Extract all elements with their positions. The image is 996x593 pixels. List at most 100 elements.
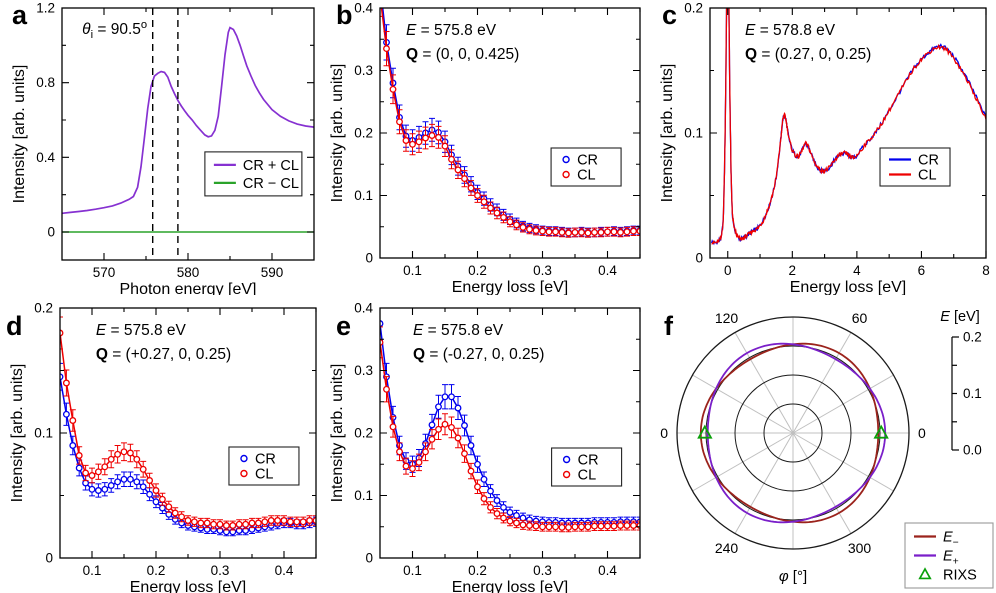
svg-text:300: 300 — [848, 540, 872, 556]
svg-text:0.3: 0.3 — [354, 63, 373, 78]
svg-text:Q = (0.27, 0, 0.25): Q = (0.27, 0, 0.25) — [745, 46, 871, 63]
svg-text:0.1: 0.1 — [34, 426, 53, 441]
svg-text:0.4: 0.4 — [275, 563, 294, 578]
svg-text:Energy loss [eV]: Energy loss [eV] — [790, 279, 907, 295]
svg-text:E = 575.8 eV: E = 575.8 eV — [96, 322, 187, 339]
svg-text:Intensity [arb. units]: Intensity [arb. units] — [330, 364, 346, 503]
chart-c-rixs-spectrum: 0 2 4 6 8 0 0.1 0.2 Energy loss [eV] Intensity [a… — [660, 1, 990, 296]
svg-text:CL: CL — [577, 168, 596, 184]
svg-text:E = 575.8 eV: E = 575.8 eV — [406, 22, 497, 39]
svg-text:RIXS: RIXS — [943, 568, 977, 584]
svg-text:0.2: 0.2 — [468, 563, 487, 578]
series-line-CL — [380, 342, 640, 529]
svg-text:0.2: 0.2 — [684, 1, 703, 16]
svg-text:180: 180 — [660, 425, 668, 441]
svg-text:0.4: 0.4 — [354, 1, 373, 16]
ticks — [62, 7, 314, 260]
axes-frame — [61, 7, 315, 261]
chart-b-rixs-spectrum: 0.1 0.2 0.3 0.4 0 0.1 0.2 0.3 0.4 Energy loss [eV… — [330, 1, 641, 295]
svg-text:0: 0 — [365, 551, 373, 566]
svg-text:Intensity [arb. units]: Intensity [arb. units] — [660, 64, 676, 203]
svg-text:Intensity [arb. units]: Intensity [arb. units] — [9, 364, 26, 503]
svg-text:CL: CL — [578, 468, 597, 484]
svg-text:CR: CR — [577, 153, 598, 169]
radial-scalebar — [951, 336, 959, 451]
panel-d: 0.1 0.2 0.3 0.4 0 0.1 0.2 Energy loss [eV] Inten… — [0, 295, 330, 593]
polar-grid — [676, 316, 910, 550]
svg-text:Photon energy [eV]: Photon energy [eV] — [120, 281, 257, 295]
svg-text:CL: CL — [255, 467, 274, 483]
svg-text:0.1: 0.1 — [354, 488, 373, 503]
svg-text:0.3: 0.3 — [533, 563, 552, 578]
svg-text:CR + CL: CR + CL — [243, 158, 299, 174]
panel-letter-b: b — [336, 0, 353, 30]
svg-text:60: 60 — [852, 310, 868, 326]
ticks — [380, 7, 641, 259]
panel-letter-a: a — [12, 0, 28, 30]
svg-text:0: 0 — [695, 251, 703, 266]
svg-text:0: 0 — [724, 263, 732, 278]
svg-text:Energy loss [eV]: Energy loss [eV] — [452, 279, 569, 295]
chart-a-xas-spectrum: 570 580 590 0 0.4 0.8 1.2 Photon energy [eV] Int… — [11, 1, 315, 295]
svg-text:Q = (-0.27, 0, 0.25): Q = (-0.27, 0, 0.25) — [413, 346, 544, 363]
series-line-CL — [711, 8, 986, 245]
panel-b: 0.1 0.2 0.3 0.4 0 0.1 0.2 0.3 0.4 Energy loss [eV… — [330, 0, 660, 295]
svg-text:0: 0 — [918, 425, 926, 441]
svg-text:570: 570 — [93, 265, 116, 280]
svg-text:0: 0 — [45, 551, 53, 566]
svg-text:θi = 90.5o: θi = 90.5o — [82, 19, 147, 41]
svg-text:E = 575.8 eV: E = 575.8 eV — [413, 322, 504, 339]
svg-text:0.4: 0.4 — [598, 563, 617, 578]
plot-area-a — [62, 26, 314, 233]
svg-text:E = 578.8 eV: E = 578.8 eV — [745, 22, 836, 39]
svg-text:0.2: 0.2 — [468, 263, 487, 278]
series-line-CR + CL — [62, 26, 314, 215]
svg-text:580: 580 — [177, 265, 200, 280]
svg-text:CR − CL: CR − CL — [243, 176, 299, 192]
svg-text:0.2: 0.2 — [34, 301, 53, 316]
svg-text:590: 590 — [261, 265, 284, 280]
svg-text:0.3: 0.3 — [354, 363, 373, 378]
svg-text:6: 6 — [918, 263, 926, 278]
svg-text:Energy loss [eV]: Energy loss [eV] — [452, 579, 569, 593]
plot-area-e — [380, 308, 640, 533]
rixs-marker-triangle — [697, 424, 713, 439]
plot-area-c — [710, 8, 986, 246]
panel-letter-d: d — [6, 311, 23, 341]
svg-text:4: 4 — [853, 263, 861, 278]
svg-text:Q = (0, 0, 0.425): Q = (0, 0, 0.425) — [406, 46, 519, 63]
panel-a: 570 580 590 0 0.4 0.8 1.2 Photon energy [eV] Int… — [0, 0, 330, 295]
svg-text:φ [°]: φ [°] — [779, 568, 807, 585]
svg-text:1.2: 1.2 — [36, 1, 55, 16]
svg-text:CR: CR — [578, 453, 599, 469]
svg-text:0.1: 0.1 — [403, 563, 422, 578]
ticks — [710, 7, 987, 259]
svg-text:0.2: 0.2 — [354, 126, 373, 141]
plot-area-b — [380, 8, 640, 238]
svg-text:0: 0 — [365, 251, 373, 266]
svg-text:0.8: 0.8 — [36, 75, 55, 90]
panel-e: 0.1 0.2 0.3 0.4 0 0.1 0.2 0.3 0.4 Energy loss [eV… — [330, 295, 660, 593]
svg-text:0.1: 0.1 — [83, 563, 102, 578]
svg-text:0.4: 0.4 — [598, 263, 617, 278]
chart-f-polar-plot: 0 60 120 180 240 300 φ [°] 0.2 0.1 0.0 E [eV] E−E+R… — [660, 309, 994, 589]
svg-text:2: 2 — [789, 263, 797, 278]
svg-text:0.2: 0.2 — [354, 426, 373, 441]
svg-text:0.0: 0.0 — [963, 443, 982, 458]
panel-f: 0 60 120 180 240 300 φ [°] 0.2 0.1 0.0 E [eV] E−E+R… — [660, 295, 996, 593]
svg-text:0.1: 0.1 — [684, 126, 703, 141]
svg-text:E [eV]: E [eV] — [940, 309, 980, 325]
svg-text:0.3: 0.3 — [533, 263, 552, 278]
svg-text:CR: CR — [255, 452, 276, 468]
svg-text:Intensity [arb. units]: Intensity [arb. units] — [11, 65, 28, 204]
svg-text:8: 8 — [982, 263, 990, 278]
svg-text:0.1: 0.1 — [963, 386, 982, 401]
svg-text:E+: E+ — [943, 549, 959, 568]
svg-text:120: 120 — [715, 310, 739, 326]
svg-text:CR: CR — [918, 153, 939, 169]
ticks — [60, 307, 317, 559]
svg-text:0.4: 0.4 — [354, 301, 373, 316]
svg-text:0.4: 0.4 — [36, 150, 55, 165]
